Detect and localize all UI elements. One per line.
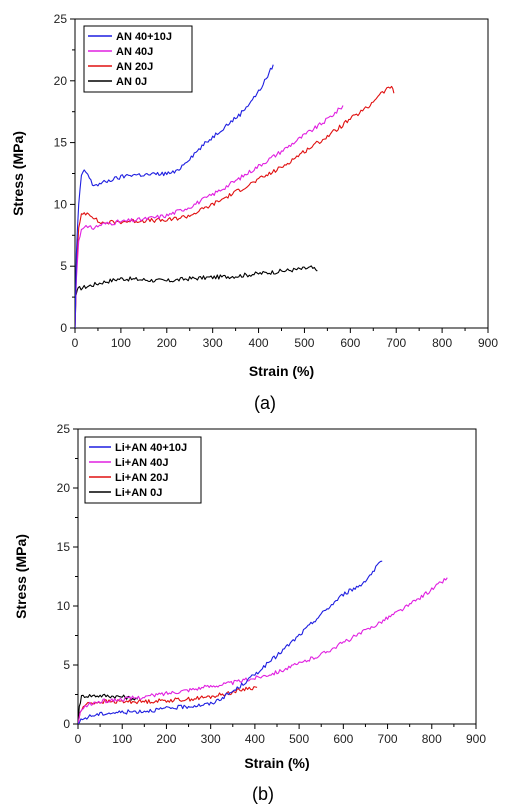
series-line-li-an-40j (78, 577, 448, 724)
legend-entry: AN 40J (116, 46, 153, 58)
chart-a: 0 100 200 300 400 500 600 700 800 900 0 5 10 15 20 25 St… (10, 12, 498, 413)
panel-caption: (b) (252, 784, 274, 804)
panel-caption: (a) (254, 393, 276, 413)
x-tick-label: 0 (72, 336, 79, 350)
x-tick-label: 700 (378, 732, 398, 746)
y-tick-label: 25 (57, 422, 71, 436)
x-tick-label: 600 (340, 336, 360, 350)
x-tick-label: 300 (201, 732, 221, 746)
y-tick-label: 15 (57, 540, 71, 554)
x-tick-label: 0 (75, 732, 82, 746)
series-group (75, 64, 395, 328)
y-axis-title: Stress (MPa) (13, 534, 29, 619)
x-tick-label: 900 (466, 732, 486, 746)
x-tick-label: 100 (111, 336, 131, 350)
x-tick-label: 900 (478, 336, 498, 350)
legend-entry: Li+AN 40J (115, 457, 169, 469)
y-tick-label: 20 (57, 481, 71, 495)
series-line-an-0j (75, 265, 318, 328)
legend-entry: AN 0J (116, 76, 147, 88)
y-tick-label: 10 (57, 599, 71, 613)
y-tick-label: 20 (54, 74, 68, 88)
x-tick-label: 400 (245, 732, 265, 746)
chart-b: 0 100 200 300 400 500 600 700 800 900 0 5 10 15 20 25 St… (13, 422, 486, 804)
series-line-an-40j (75, 105, 344, 328)
x-tick-label: 800 (432, 336, 452, 350)
y-tick-label: 15 (54, 136, 68, 150)
legend-entry: Li+AN 0J (115, 487, 162, 499)
x-tick-label: 700 (386, 336, 406, 350)
x-axis-title: Strain (%) (244, 755, 309, 771)
x-axis-title: Strain (%) (249, 363, 314, 379)
legend: Li+AN 40+10J Li+AN 40J Li+AN 20J Li+AN 0J (84, 436, 202, 504)
y-axis-title: Stress (MPa) (10, 131, 26, 216)
y-tick-label: 0 (60, 321, 67, 335)
x-tick-label: 600 (333, 732, 353, 746)
series-line-li-an-40-10j (78, 560, 383, 724)
y-tick-label: 5 (63, 658, 70, 672)
x-tick-label: 200 (156, 732, 176, 746)
x-tick-label: 800 (422, 732, 442, 746)
legend-entry: Li+AN 40+10J (115, 442, 187, 454)
series-line-an-20j (75, 85, 395, 328)
legend-entry: Li+AN 20J (115, 472, 169, 484)
y-tick-label: 5 (60, 259, 67, 273)
x-tick-label: 400 (249, 336, 269, 350)
y-tick-label: 25 (54, 12, 68, 26)
series-line-li-an-0j (78, 693, 139, 724)
legend: AN 40+10J AN 40J AN 20J AN 0J (83, 25, 193, 93)
x-tick-label: 300 (203, 336, 223, 350)
series-line-an-40-10j (75, 64, 274, 328)
y-tick-label: 10 (54, 197, 68, 211)
x-tick-label: 200 (157, 336, 177, 350)
x-tick-label: 500 (294, 336, 314, 350)
x-tick-label: 100 (112, 732, 132, 746)
series-group (78, 560, 448, 724)
legend-entry: AN 20J (116, 61, 153, 73)
x-tick-label: 500 (289, 732, 309, 746)
legend-entry: AN 40+10J (116, 31, 172, 43)
y-tick-label: 0 (63, 717, 70, 731)
